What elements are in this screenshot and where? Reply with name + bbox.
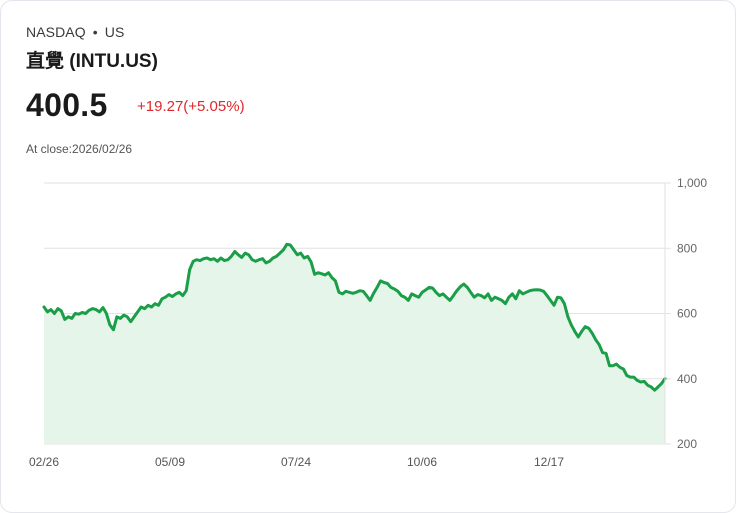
x-tick-label: 05/09	[155, 455, 185, 469]
y-tick-label: 200	[677, 437, 697, 451]
y-tick-label: 800	[677, 241, 697, 255]
x-tick-label: 02/26	[29, 455, 59, 469]
y-tick-label: 600	[677, 307, 697, 321]
y-tick-label: 400	[677, 372, 697, 386]
exchange-name: NASDAQ	[26, 24, 86, 40]
separator-dot: •	[92, 24, 98, 40]
x-tick-label: 10/06	[407, 455, 437, 469]
price-area-fill	[44, 244, 665, 444]
x-tick-label: 12/17	[534, 455, 564, 469]
close-date-label: At close:2026/02/26	[26, 142, 133, 156]
price-change: +19.27(+5.05%)	[137, 98, 245, 115]
x-tick-label: 07/24	[281, 455, 311, 469]
x-axis-ticks: 02/26 05/09 07/24 10/06 12/17	[29, 455, 564, 469]
y-tick-label: 1,000	[677, 176, 707, 190]
region-label: US	[104, 24, 125, 40]
exchange-line: NASDAQ • US	[26, 24, 124, 40]
price-chart[interactable]: 1,000 800 600 400 200 02/26 05/09 07/24 10/06 12…	[1, 171, 736, 471]
current-price: 400.5	[26, 87, 108, 123]
stock-title: 直覺 (INTU.US)	[26, 51, 158, 72]
price-line[interactable]	[42, 242, 667, 392]
y-axis-ticks: 1,000 800 600 400 200	[677, 176, 707, 451]
